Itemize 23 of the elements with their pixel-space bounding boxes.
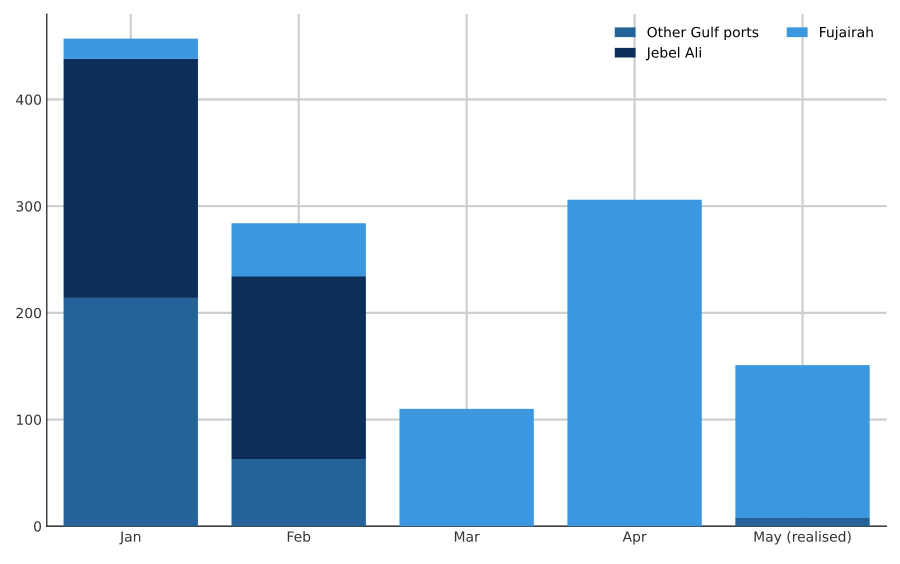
y-tick-label: 300 xyxy=(16,201,42,212)
bar xyxy=(735,365,870,518)
x-tick-label: Mar xyxy=(454,532,480,542)
y-tick-label: 400 xyxy=(16,94,42,105)
legend-label: Jebel Ali xyxy=(646,46,701,60)
x-tick-label: Apr xyxy=(622,532,647,545)
y-tick-label: 0 xyxy=(34,521,42,532)
x-tick-label: May (realised) xyxy=(754,531,851,545)
bar xyxy=(232,458,366,526)
bar xyxy=(64,58,198,298)
legend-label: Other Gulf ports xyxy=(648,26,758,40)
bar xyxy=(64,38,198,59)
x-tick-label: Feb xyxy=(288,531,310,542)
legend-label: Fujairah xyxy=(820,26,873,40)
bar xyxy=(232,223,366,277)
bar xyxy=(232,276,366,459)
bar xyxy=(64,298,198,526)
x-tick-label: Jan xyxy=(119,532,140,544)
y-tick-label: 200 xyxy=(16,308,42,318)
bar xyxy=(567,200,702,526)
bar xyxy=(735,518,870,526)
y-tick-label: 100 xyxy=(16,414,42,425)
bar xyxy=(399,408,534,526)
